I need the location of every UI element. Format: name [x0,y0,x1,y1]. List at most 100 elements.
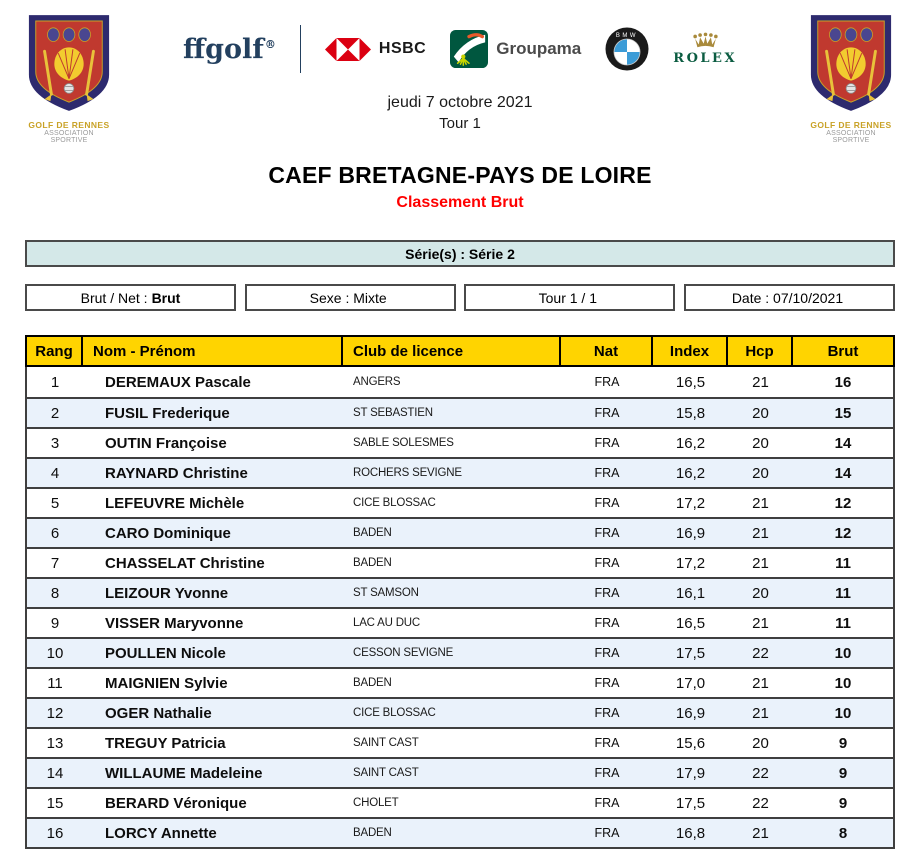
header-rang: Rang [27,337,83,365]
cell-nom: CHASSELAT Christine [105,554,265,572]
cell-nat: FRA [594,526,620,540]
table-row: 4 RAYNARD Christine ROCHERS SEVIGNE FRA … [27,457,893,487]
cell-brut: 11 [835,554,851,572]
cell-brut: 12 [834,524,852,542]
cell-nom: OUTIN Françoise [105,434,227,452]
header-club: Club de licence [343,337,561,365]
cell-club: ROCHERS SEVIGNE [353,467,462,479]
cell-nat: FRA [594,706,620,720]
rolex-wordmark: ROLEX [673,51,738,66]
info-box: Brut / Net : Brut [25,284,236,311]
rolex-logo: ROLEX [673,32,737,66]
cell-index: 15,8 [675,404,706,422]
ffgolf-registered-mark-icon: ® [264,37,276,51]
header-nat: Nat [561,337,653,365]
hsbc-wordmark: HSBC [378,40,427,57]
series-bar: Série(s) : Série 2 [25,240,895,267]
header-nom: Nom - Prénom [83,337,343,365]
cell-index: 16,1 [675,584,706,602]
cell-club: SAINT CAST [353,737,419,749]
cell-nat: FRA [594,616,620,630]
table-row: 13 TREGUY Patricia SAINT CAST FRA 15,6 2… [27,727,893,757]
cell-club: CICE BLOSSAC [353,707,436,719]
cell-nom: OGER Nathalie [105,704,212,722]
cell-club: BADEN [353,557,392,569]
cell-nat: FRA [594,646,620,660]
cell-hcp: 22 [752,764,769,782]
cell-nom: TREGUY Patricia [105,734,226,752]
cell-rang: 15 [46,794,64,812]
cell-club: BADEN [353,827,392,839]
table-row: 7 CHASSELAT Christine BADEN FRA 17,2 21 … [27,547,893,577]
cell-rang: 3 [50,434,60,452]
cell-brut: 11 [835,614,851,632]
cell-rang: 14 [46,764,64,782]
cell-nom: MAIGNIEN Sylvie [105,674,228,692]
cell-brut: 10 [834,644,852,662]
info-box-value: Brut [151,289,181,306]
cell-hcp: 22 [752,794,769,812]
table-row: 2 FUSIL Frederique ST SEBASTIEN FRA 15,8… [27,397,893,427]
cell-nat: FRA [594,736,620,750]
info-box: Date : 07/10/2021 [683,284,895,311]
cell-index: 17,5 [675,644,706,662]
table-row: 15 BERARD Véronique CHOLET FRA 17,5 22 9 [27,787,893,817]
cell-index: 17,5 [675,794,706,812]
rolex-crown-icon [692,32,718,48]
table-row: 3 OUTIN Françoise SABLE SOLESMES FRA 16,… [27,427,893,457]
cell-nat: FRA [594,586,620,600]
cell-brut: 15 [834,404,852,422]
cell-club: SABLE SOLESMES [353,437,454,449]
cell-nom: LEFEUVRE Michèle [105,494,245,512]
cell-nom: VISSER Maryvonne [105,614,244,632]
cell-index: 17,9 [675,764,706,782]
svg-text:BMW: BMW [616,33,638,39]
cell-nat: FRA [594,796,620,810]
cell-nat: FRA [594,496,620,510]
cell-hcp: 21 [752,524,769,542]
cell-nat: FRA [594,406,620,420]
info-box-label: Tour 1 / 1 [538,289,597,306]
competition-title: CAEF BRETAGNE-PAYS DE LOIRE [268,162,652,188]
results-table: Rang Nom - Prénom Club de licence Nat In… [25,335,895,849]
cell-brut: 10 [834,674,852,692]
cell-hcp: 20 [752,584,769,602]
cell-index: 16,5 [675,614,706,632]
cell-nom: WILLAUME Madeleine [105,764,263,782]
club-badge-right: GOLF DE RENNES ASSOCIATION SPORTIVE [807,12,895,144]
cell-rang: 1 [50,373,60,391]
info-box-label: Sexe : Mixte [309,289,387,306]
cell-club: BADEN [353,677,392,689]
cell-index: 16,2 [675,434,706,452]
table-row: 12 OGER Nathalie CICE BLOSSAC FRA 16,9 2… [27,697,893,727]
cell-hcp: 20 [752,404,769,422]
golf-de-rennes-crest-icon [28,15,110,111]
badge-club-name: GOLF DE RENNES [810,120,892,130]
groupama-logo: Groupama [450,30,581,68]
cell-club: CHOLET [353,797,399,809]
cell-rang: 13 [46,734,64,752]
cell-index: 16,9 [675,704,706,722]
cell-nom: FUSIL Frederique [105,404,230,422]
cell-brut: 11 [835,584,851,602]
cell-rang: 4 [50,464,60,482]
cell-rang: 16 [46,824,64,842]
table-row: 10 POULLEN Nicole CESSON SEVIGNE FRA 17,… [27,637,893,667]
cell-hcp: 22 [752,644,769,662]
cell-hcp: 20 [752,434,769,452]
info-box-label: Date : 07/10/2021 [731,289,844,306]
header-index: Index [653,337,728,365]
cell-nom: POULLEN Nicole [105,644,226,662]
cell-index: 17,2 [675,554,706,572]
cell-brut: 12 [834,494,852,512]
header-brut: Brut [827,342,859,360]
cell-club: SAINT CAST [353,767,419,779]
table-row: 16 LORCY Annette BADEN FRA 16,8 21 8 [27,817,893,847]
table-body: 1 DEREMAUX Pascale ANGERS FRA 16,5 21 16… [25,367,895,849]
ffgolf-wordmark: ffgolf [182,33,264,65]
cell-hcp: 21 [752,614,769,632]
cell-rang: 8 [50,584,60,602]
cell-club: ST SAMSON [353,587,419,599]
table-row: 8 LEIZOUR Yvonne ST SAMSON FRA 16,1 20 1… [27,577,893,607]
cell-nom: LEIZOUR Yvonne [105,584,229,602]
